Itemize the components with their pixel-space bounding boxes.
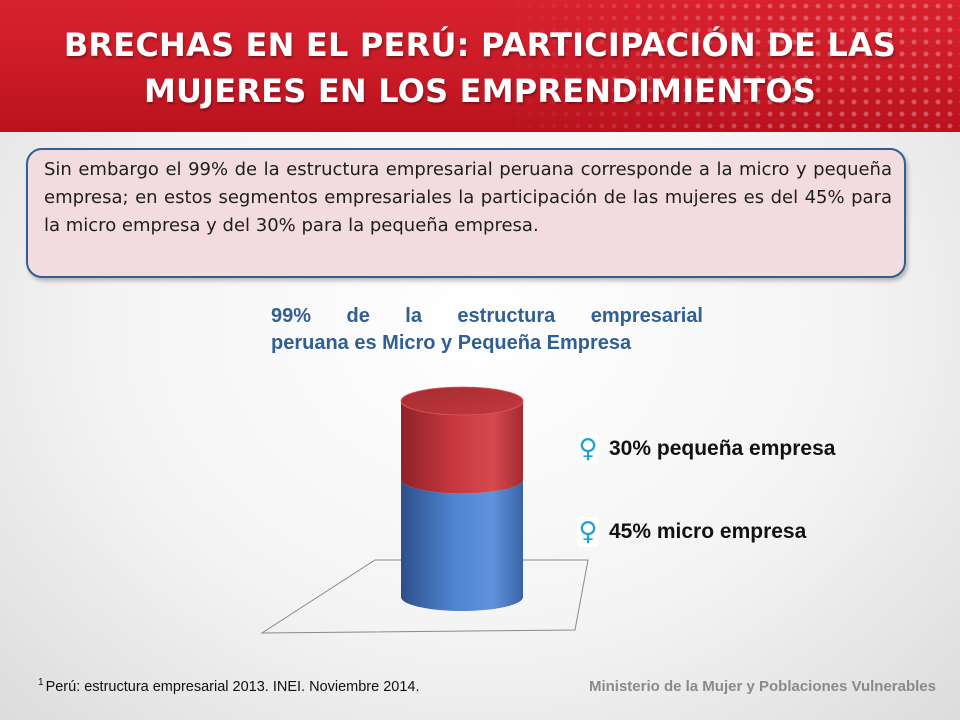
ministry-logo-text: Ministerio de la Mujer y Poblaciones Vul… — [588, 678, 936, 695]
page-title: BRECHAS EN EL PERÚ: PARTICIPACIÓN DE LAS… — [40, 22, 920, 114]
footnote: 1 Perú: estructura empresarial 2013. INEI… — [38, 677, 420, 695]
header-dot-pattern — [500, 0, 960, 132]
chart-title: 99% de la estructura empresarial peruana… — [271, 303, 703, 357]
bar-segment-micro — [401, 479, 523, 611]
venus-icon: ♀ — [577, 434, 599, 464]
intro-callout: Sin embargo el 99% de la estructura empr… — [26, 148, 906, 278]
bar-top-cap — [400, 386, 524, 416]
venus-icon: ♀ — [577, 517, 599, 547]
page-title-line-1: BRECHAS EN EL PERÚ: PARTICIPACIÓN DE LAS — [63, 26, 897, 64]
bar-segment-pequena — [401, 401, 523, 494]
cylinder-bar — [400, 386, 524, 611]
legend-item-micro: ♀ 45% micro empresa — [577, 517, 806, 547]
legend-label-pequena: 30% pequeña empresa — [609, 437, 836, 460]
legend-label-micro: 45% micro empresa — [609, 520, 807, 543]
chart-title-line-1: 99% de la estructura empresarial — [271, 305, 703, 327]
stacked-cylinder-chart — [260, 386, 589, 634]
header-banner: BRECHAS EN EL PERÚ: PARTICIPACIÓN DE LAS… — [0, 0, 960, 132]
footnote-text: Perú: estructura empresarial 2013. INEI.… — [45, 679, 420, 695]
footnote-mark: 1 — [38, 677, 44, 688]
page-title-line-2: MUJERES EN LOS EMPRENDIMIENTOS — [143, 72, 817, 110]
legend-item-pequena: ♀ 30% pequeña empresa — [577, 434, 835, 464]
intro-text: Sin embargo el 99% de la estructura empr… — [44, 159, 892, 236]
chart-title-line-2: peruana es Micro y Pequeña Empresa — [271, 332, 632, 354]
